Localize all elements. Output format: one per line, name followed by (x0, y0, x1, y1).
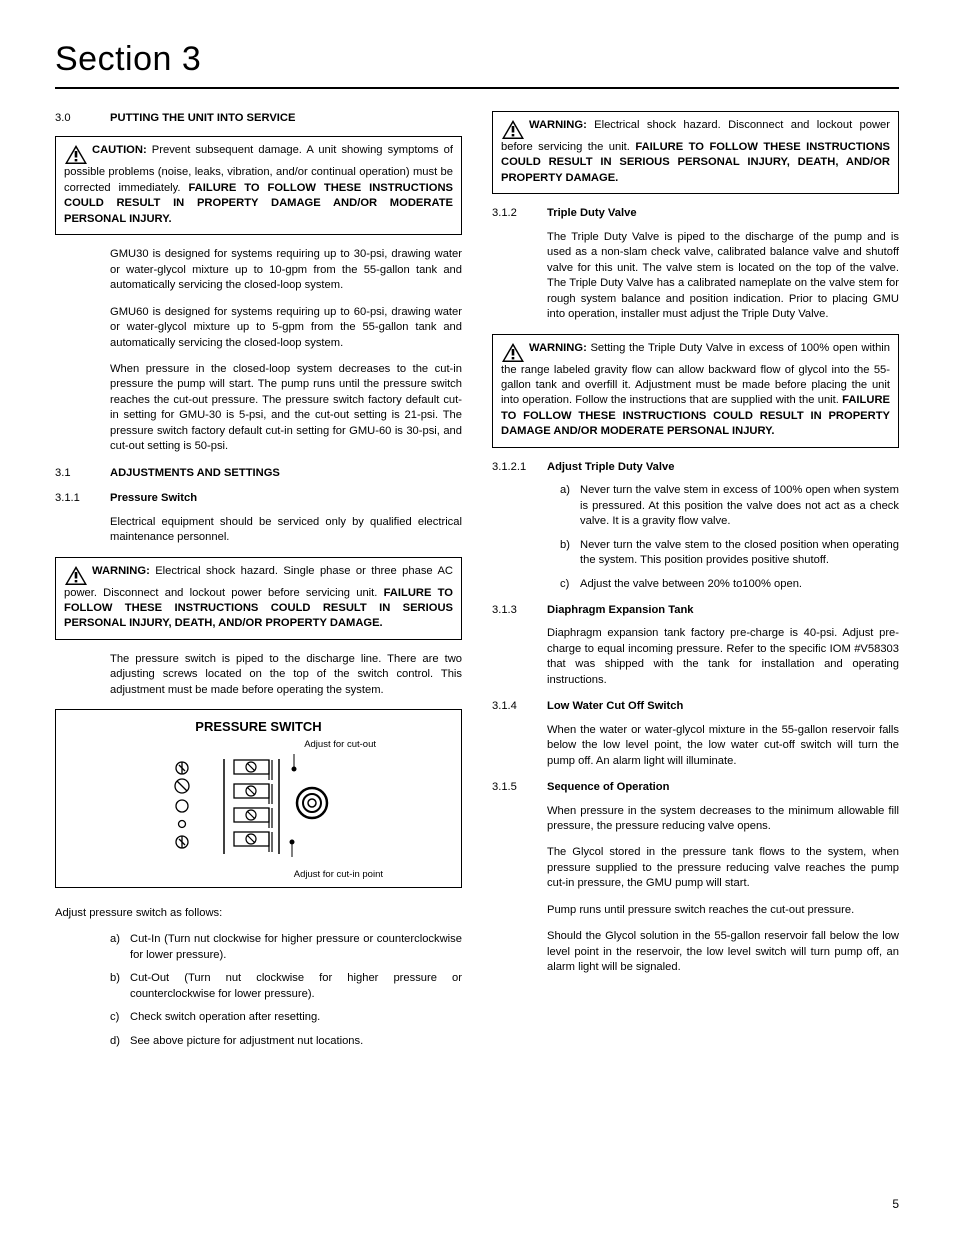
right-column: WARNING: Electrical shock hazard. Discon… (492, 111, 899, 1060)
heading-num: 3.1.3 (492, 603, 547, 618)
heading-3-1-4: 3.1.4 Low Water Cut Off Switch (492, 699, 899, 714)
list-item: a)Cut-In (Turn nut clockwise for higher … (110, 932, 462, 963)
warning-icon (64, 565, 88, 586)
heading-3-1-2-1: 3.1.2.1 Adjust Triple Duty Valve (492, 460, 899, 475)
caution-box: CAUTION: Prevent subsequent damage. A un… (55, 136, 462, 235)
figure-title: PRESSURE SWITCH (66, 718, 451, 736)
warning-box-3: WARNING: Setting the Triple Duty Valve i… (492, 334, 899, 448)
heading-num: 3.1 (55, 466, 110, 481)
section-divider (55, 87, 899, 89)
heading-3-0: 3.0 PUTTING THE UNIT INTO SERVICE (55, 111, 462, 126)
paragraph: The pressure switch is piped to the disc… (55, 652, 462, 698)
paragraph: Pump runs until pressure switch reaches … (492, 903, 899, 918)
adjust-list: a)Cut-In (Turn nut clockwise for higher … (55, 932, 462, 1049)
pressure-switch-diagram (144, 754, 374, 859)
list-item: c)Adjust the valve between 20% to100% op… (560, 577, 899, 592)
heading-num: 3.0 (55, 111, 110, 126)
heading-text: Pressure Switch (110, 491, 197, 506)
heading-num: 3.1.4 (492, 699, 547, 714)
heading-text: Diaphragm Expansion Tank (547, 603, 694, 618)
warning-icon (501, 342, 525, 363)
paragraph: Electrical equipment should be serviced … (55, 515, 462, 546)
content-columns: 3.0 PUTTING THE UNIT INTO SERVICE CAUTIO… (55, 111, 899, 1060)
caution-lead: CAUTION: (92, 144, 147, 156)
heading-3-1: 3.1 ADJUSTMENTS AND SETTINGS (55, 466, 462, 481)
pressure-switch-figure: PRESSURE SWITCH Adjust for cut-out (55, 709, 462, 888)
paragraph: Adjust pressure switch as follows: (55, 906, 462, 921)
section-title: Section 3 (55, 40, 899, 79)
paragraph: When pressure in the system decreases to… (492, 804, 899, 835)
heading-3-1-5: 3.1.5 Sequence of Operation (492, 780, 899, 795)
heading-num: 3.1.1 (55, 491, 110, 506)
heading-text: Adjust Triple Duty Valve (547, 460, 674, 475)
paragraph: Diaphragm expansion tank factory pre-cha… (492, 626, 899, 688)
paragraph: The Glycol stored in the pressure tank f… (492, 845, 899, 891)
list-item: d)See above picture for adjustment nut l… (110, 1034, 462, 1049)
warning-icon (501, 119, 525, 140)
heading-3-1-1: 3.1.1 Pressure Switch (55, 491, 462, 506)
paragraph: GMU60 is designed for systems requiring … (55, 305, 462, 351)
left-column: 3.0 PUTTING THE UNIT INTO SERVICE CAUTIO… (55, 111, 462, 1060)
list-item: c)Check switch operation after resetting… (110, 1010, 462, 1025)
paragraph: GMU30 is designed for systems requiring … (55, 247, 462, 293)
tdv-list: a)Never turn the valve stem in excess of… (492, 483, 899, 592)
list-item: b)Never turn the valve stem to the close… (560, 538, 899, 569)
heading-text: Low Water Cut Off Switch (547, 699, 683, 714)
list-item: a)Never turn the valve stem in excess of… (560, 483, 899, 529)
heading-3-1-3: 3.1.3 Diaphragm Expansion Tank (492, 603, 899, 618)
warning-lead: WARNING: (529, 119, 587, 131)
heading-text: Sequence of Operation (547, 780, 669, 795)
heading-num: 3.1.5 (492, 780, 547, 795)
heading-text: Triple Duty Valve (547, 206, 637, 221)
paragraph: When pressure in the closed-loop system … (55, 362, 462, 455)
warning-icon (64, 144, 88, 165)
warning-box-2: WARNING: Electrical shock hazard. Discon… (492, 111, 899, 194)
heading-text: PUTTING THE UNIT INTO SERVICE (110, 111, 295, 126)
heading-num: 3.1.2.1 (492, 460, 547, 475)
figure-caption-top: Adjust for cut-out (66, 738, 451, 751)
paragraph: Should the Glycol solution in the 55-gal… (492, 929, 899, 975)
warning-lead: WARNING: (529, 342, 587, 354)
list-item: b)Cut-Out (Turn nut clockwise for higher… (110, 971, 462, 1002)
paragraph: When the water or water-glycol mixture i… (492, 723, 899, 769)
heading-num: 3.1.2 (492, 206, 547, 221)
warning-box-1: WARNING: Electrical shock hazard. Single… (55, 557, 462, 640)
heading-3-1-2: 3.1.2 Triple Duty Valve (492, 206, 899, 221)
paragraph: The Triple Duty Valve is piped to the di… (492, 230, 899, 323)
heading-text: ADJUSTMENTS AND SETTINGS (110, 466, 280, 481)
warning-lead: WARNING: (92, 565, 150, 577)
figure-caption-bottom: Adjust for cut-in point (66, 868, 451, 881)
page-number: 5 (892, 1197, 899, 1211)
